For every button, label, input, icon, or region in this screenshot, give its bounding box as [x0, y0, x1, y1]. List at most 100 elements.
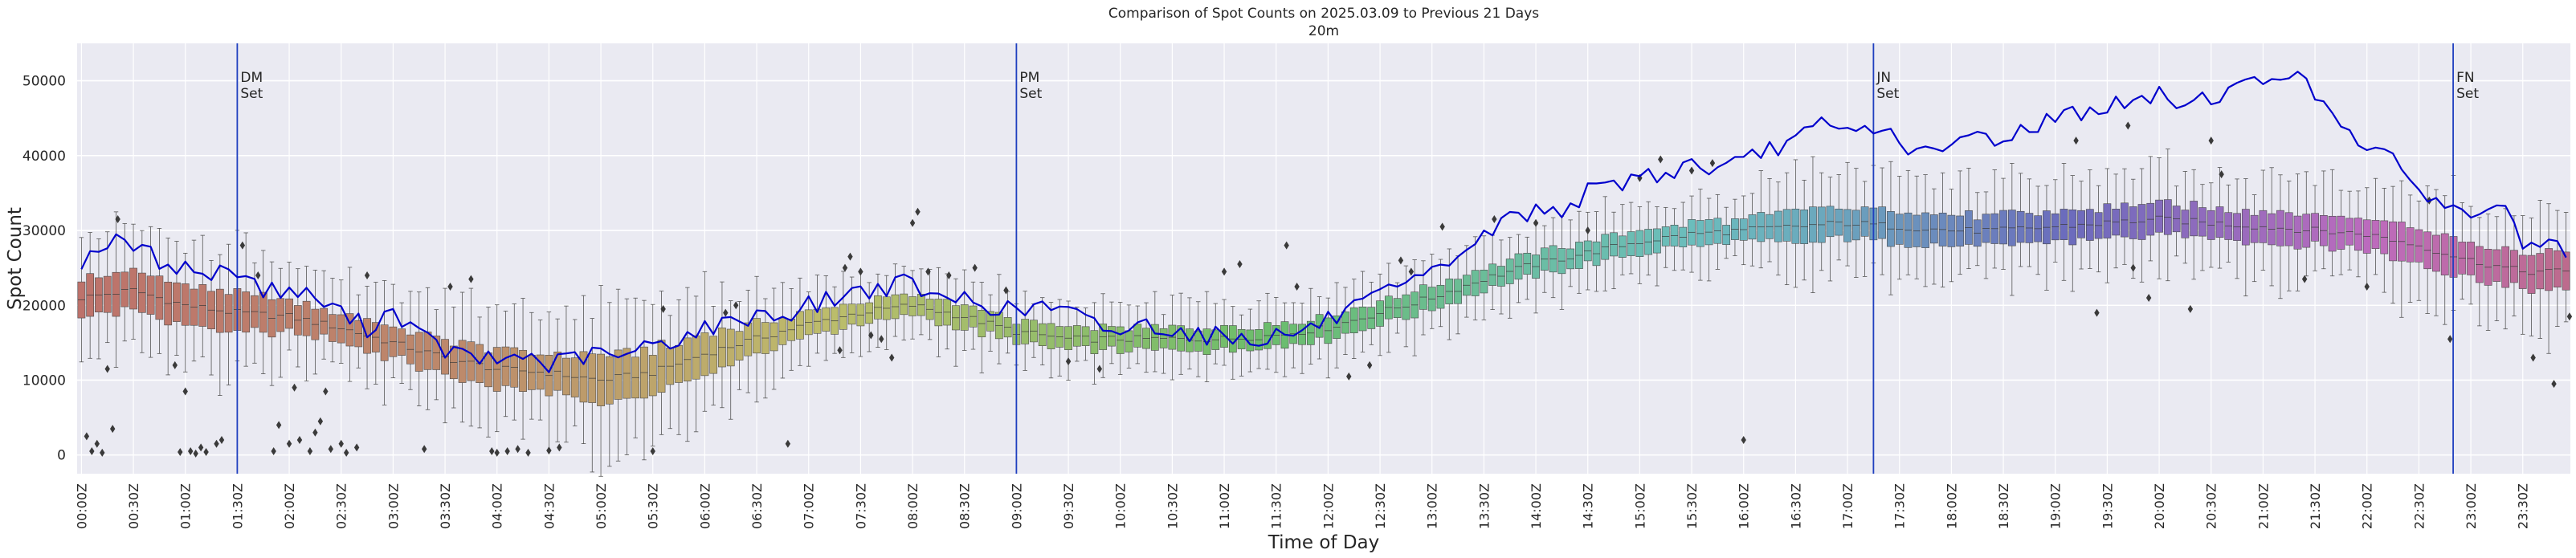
box-bin — [1255, 300, 1264, 369]
box-bin — [597, 285, 605, 477]
box-bin — [1003, 291, 1012, 354]
box-bin — [1895, 176, 1904, 280]
box-bin — [709, 306, 718, 406]
box-bin — [2475, 217, 2484, 327]
outlier-point — [296, 436, 303, 445]
box-bin — [2241, 178, 2250, 297]
box-bin — [1722, 206, 1731, 259]
outlier-point — [2208, 136, 2214, 145]
outlier-point — [307, 447, 313, 456]
box-bin — [2224, 184, 2233, 263]
y-axis-label: Spot Count — [5, 207, 26, 310]
box-bin — [1038, 297, 1047, 365]
box-bin — [1142, 302, 1150, 373]
box-bin — [847, 276, 856, 353]
box-bin — [1523, 236, 1532, 300]
x-tick-label: 19:00Z — [2048, 483, 2064, 529]
box-bin — [2406, 194, 2415, 303]
box-bin — [2034, 185, 2043, 275]
outlier-point — [2125, 121, 2131, 130]
box-bin — [1748, 193, 1757, 267]
box-bin — [1592, 211, 1601, 292]
box-bin — [2077, 181, 2085, 270]
box-bin — [1817, 172, 1826, 271]
x-tick-label: 19:30Z — [2100, 483, 2115, 529]
box-bin — [2085, 169, 2094, 269]
box-bin — [1938, 172, 1947, 287]
outlier-point — [338, 439, 344, 448]
box-bin — [614, 288, 623, 462]
box-bin — [2319, 170, 2328, 270]
x-tick-label: 03:30Z — [438, 483, 453, 529]
box-bin — [1766, 178, 1774, 263]
current-day-line — [80, 71, 2567, 373]
box-bin — [414, 291, 423, 407]
box-bin — [173, 241, 181, 356]
outlier-point — [1408, 267, 1415, 276]
box-bin — [519, 298, 527, 440]
box-bin — [1800, 179, 1809, 281]
x-tick-label: 17:00Z — [1840, 483, 1855, 529]
outlier-point — [187, 447, 194, 456]
outlier-point — [198, 443, 204, 452]
box-bin — [2233, 178, 2241, 279]
box-bin — [406, 291, 414, 390]
box-bin — [2207, 182, 2215, 268]
y-tick-label: 40000 — [22, 149, 66, 165]
box-bin — [354, 294, 363, 369]
box-bin — [683, 287, 692, 442]
box-bin — [2043, 185, 2051, 291]
box-bin — [718, 281, 726, 409]
x-tick-label: 05:00Z — [594, 483, 609, 529]
box-bin — [1367, 282, 1376, 345]
outliers — [84, 121, 2573, 458]
x-tick-label: 00:30Z — [126, 483, 141, 529]
box-bin — [735, 301, 744, 390]
outlier-point — [494, 448, 500, 457]
x-tick-label: 08:30Z — [957, 483, 973, 529]
box-bin — [259, 250, 267, 374]
outlier-point — [353, 443, 360, 452]
box-bin — [1688, 195, 1696, 273]
box-bin — [1211, 303, 1220, 365]
box-bin — [1757, 170, 1766, 269]
box-bin — [293, 268, 302, 368]
outlier-point — [2566, 312, 2573, 321]
box-bin — [579, 295, 588, 444]
outlier-point — [2530, 353, 2536, 362]
box-bin — [1566, 219, 1575, 287]
box-bin — [1272, 296, 1280, 373]
box-bin — [1618, 204, 1627, 275]
x-tick-labels: 00:00Z 00:30Z 01:00Z 01:30Z 02:00Z 02:30Z 03:0… — [74, 483, 2530, 529]
outlier-point — [447, 282, 453, 291]
outlier-point — [1741, 436, 1746, 445]
box-bin — [2536, 200, 2545, 339]
y-tick-label: 10000 — [22, 373, 66, 389]
x-tick-label: 23:30Z — [2516, 483, 2531, 529]
box-bin — [856, 271, 865, 357]
box-bin — [1047, 302, 1055, 379]
x-tick-label: 02:30Z — [334, 483, 349, 529]
x-tick-label: 07:00Z — [802, 483, 817, 529]
outlier-point — [292, 383, 297, 392]
box-bin — [666, 315, 675, 430]
outlier-point — [504, 447, 510, 456]
box-bin — [1851, 168, 1860, 278]
box-bin — [112, 211, 120, 369]
box-bin — [2250, 194, 2259, 283]
box-bin — [1973, 192, 1982, 267]
box-bin — [1384, 263, 1393, 353]
box-bin — [1150, 291, 1159, 373]
outlier-point — [1439, 222, 1445, 231]
outlier-point — [515, 445, 521, 454]
box-bin — [1575, 210, 1583, 294]
box-bin — [1635, 206, 1644, 284]
outlier-point — [2130, 263, 2136, 272]
x-tick-label: 04:30Z — [541, 483, 557, 529]
box-bin — [804, 291, 813, 367]
x-tick-label: 01:00Z — [178, 483, 194, 529]
outlier-point — [1294, 282, 1300, 291]
box-bin — [146, 226, 155, 358]
box-bin — [311, 270, 320, 375]
box-bin — [164, 238, 173, 376]
